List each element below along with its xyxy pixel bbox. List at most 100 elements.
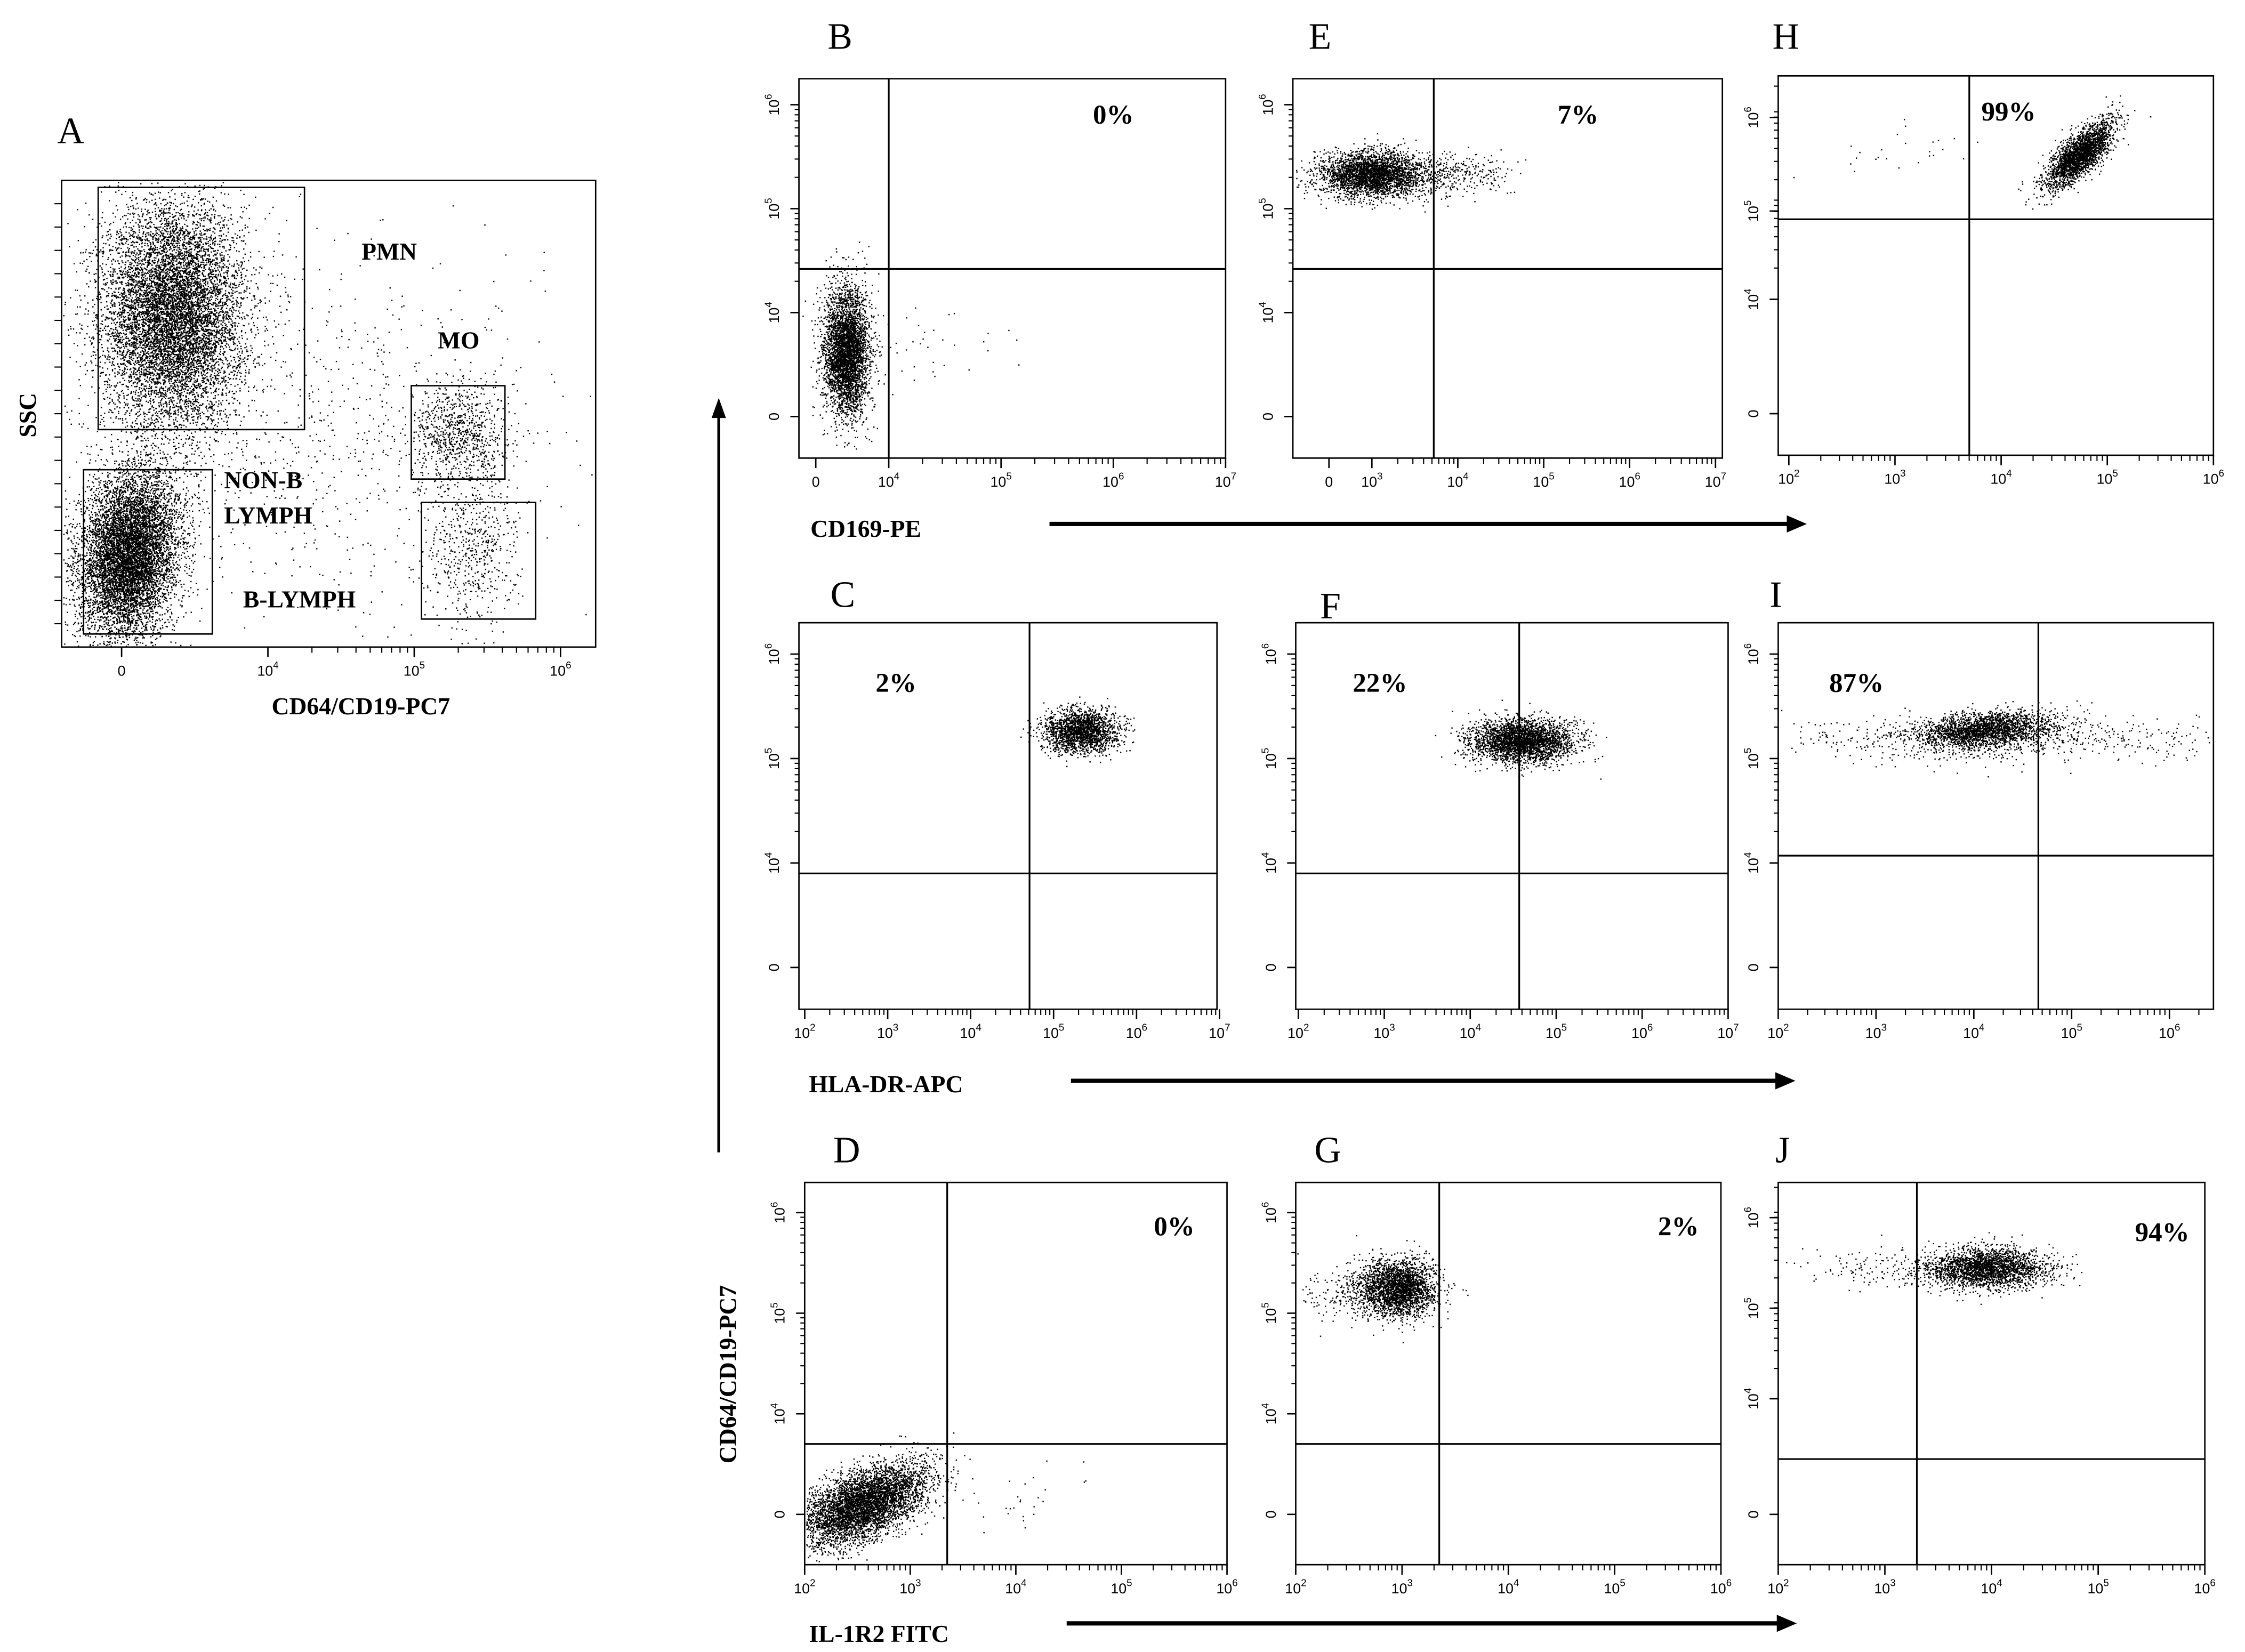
tick-exponent: 2 [1783,1577,1789,1588]
row2-x-axis-label: HLA-DR-APC [809,1070,963,1098]
tick-exponent: 5 [763,748,774,753]
cell-cluster-I-1 [1781,700,2210,778]
cell-cluster-I-0 [1853,701,2106,764]
x-tick-label: 104 [1963,1022,1984,1041]
x-tick-label: 106 [2203,468,2224,487]
tick-exponent: 5 [1562,1022,1567,1033]
tick-exponent: 2 [1783,1022,1789,1033]
y-tick-label: 104 [1742,288,1761,310]
panel-H: H 102 103 104 105 106 0 104 105 106 99% [1742,16,2224,487]
x-tick-label: 103 [899,1577,921,1596]
tick-exponent: 4 [1475,1022,1480,1033]
tick-exponent: 5 [2112,468,2118,479]
tick-exponent: 2 [1303,1022,1309,1033]
x-tick-label: 102 [794,1577,815,1596]
tick-exponent: 4 [1021,1577,1026,1588]
panel-letter-H: H [1773,16,1799,57]
y-tick-label: 104 [1742,852,1761,874]
x-tick-label: 106 [2194,1577,2216,1596]
x-tick-label: 104 [1981,1577,2002,1596]
x-tick-label: 105 [1604,1577,1625,1596]
x-tick-label: 106 [1216,1577,1237,1596]
gate-label: LYMPH [224,502,312,529]
tick-exponent: 4 [1257,302,1268,307]
percent-label: 87% [1829,668,1884,698]
x-tick-label: 106 [550,659,571,679]
panel-J: J 102 103 104 105 106 0 104 105 106 94% [1742,1130,2215,1597]
tick-exponent: 2 [810,1022,815,1033]
y-tick-label: 0 [1263,1510,1279,1518]
y-tick-label: 105 [768,1302,787,1324]
x-tick-label: 103 [1373,1022,1395,1041]
x-tick-label: 107 [1209,1022,1230,1041]
tick-exponent: 4 [976,1022,981,1033]
tick-exponent: 4 [1259,852,1270,858]
x-tick-label: 102 [1285,1577,1306,1596]
x-tick-label: 104 [960,1022,981,1041]
tick-exponent: 6 [566,659,571,671]
x-tick-label: 103 [1391,1577,1413,1596]
x-tick-label: 104 [257,659,278,679]
y-tick-label: 106 [768,1202,787,1223]
y-tick-label: 104 [1742,1388,1761,1409]
x-tick-label: 104 [1990,468,2011,487]
panel-G: G 102 103 104 105 106 0 104 105 106 2% [1259,1130,1732,1597]
tick-exponent: 4 [1514,1577,1519,1588]
panel-I: I 102 103 104 105 106 0 104 105 106 87% [1742,575,2215,1041]
x-tick-label: 106 [1710,1577,1732,1596]
y-tick-label: 105 [1742,200,1761,222]
cell-cluster-A-2 [381,357,530,537]
x-tick-label: 0 [1325,474,1333,490]
y-tick-label: 0 [1260,413,1276,421]
y-tick-label: 0 [1745,963,1761,971]
tick-exponent: 5 [2103,1577,2109,1588]
y-tick-label: 105 [1257,198,1276,219]
y-tick-label: 104 [763,302,782,323]
tick-exponent: 4 [1742,288,1753,294]
percent-label: 99% [1981,98,2035,127]
x-tick-label: 0 [812,474,820,490]
x-tick-label: 104 [1447,471,1468,490]
tick-exponent: 5 [1742,748,1753,753]
tick-exponent: 4 [1742,852,1753,858]
tick-exponent: 5 [1742,1298,1753,1303]
x-tick-label: 106 [1103,471,1124,490]
percent-label: 7% [1558,100,1599,130]
x-tick-label: 0 [118,663,126,679]
x-tick-label: 102 [1778,468,1799,487]
x-tick-label: 102 [1767,1022,1789,1041]
cell-cluster-B-0 [802,241,889,450]
tick-exponent: 6 [1742,1207,1753,1212]
panel-F: F 102 103 104 105 106 107 0 104 105 106 22% [1259,586,1739,1041]
tick-exponent: 5 [768,1302,779,1308]
x-tick-label: 105 [1546,1022,1567,1041]
y-tick-label: 106 [1742,643,1761,665]
gate-mo [411,385,506,480]
tick-exponent: 4 [1463,471,1468,482]
x-tick-label: 104 [1498,1577,1519,1596]
row3-arrow [1066,1615,1797,1632]
percent-label: 2% [875,668,916,698]
cell-cluster-D-0 [806,1432,971,1562]
tick-exponent: 5 [763,198,774,203]
x-tick-label: 103 [1865,1022,1887,1041]
y-tick-label: 104 [763,852,782,874]
panels: A 0 104 105 106 PMN NON-B LYMPH MO B-LYMPH B 0 104 10… [54,16,2224,1597]
x-tick-label: 106 [1126,1022,1147,1041]
x-tick-label: 104 [878,471,899,490]
y-tick-label: 0 [772,1510,788,1518]
tick-exponent: 5 [1126,1577,1132,1588]
plot-frame [1777,622,2215,1010]
x-tick-label: 102 [794,1022,815,1041]
x-tick-label: 105 [2061,1022,2082,1041]
cell-cluster-H-1 [1793,119,1978,179]
cell-cluster-E-1 [1346,146,1527,207]
x-tick-label: 107 [1705,471,1726,490]
panel-D: D 102 103 104 105 106 0 104 105 106 0% [768,1130,1237,1597]
cell-cluster-F-0 [1435,699,1607,780]
y-tick-label: 106 [763,94,782,115]
tick-exponent: 6 [1142,1022,1147,1033]
row2-arrow [1071,1072,1796,1090]
plot-frame [1295,1181,1722,1566]
